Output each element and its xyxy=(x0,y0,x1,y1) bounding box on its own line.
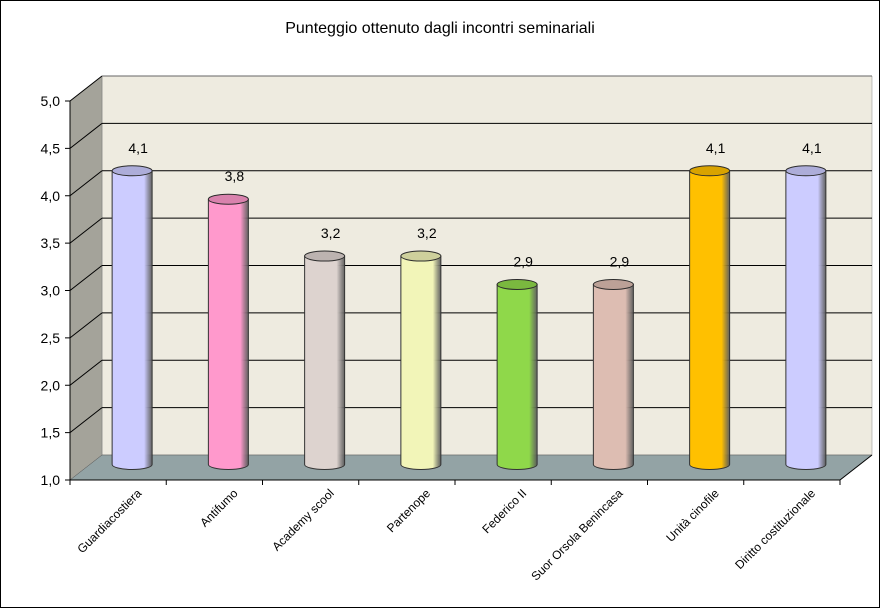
value-label: 2,9 xyxy=(610,253,630,269)
floor xyxy=(69,454,873,481)
bar-unità-cinofile: 4,1 xyxy=(689,140,731,470)
bar-federico-ii: 2,9 xyxy=(496,253,538,470)
value-label: 3,2 xyxy=(321,225,341,241)
x-category-label: Diritto costituzionale xyxy=(732,486,818,572)
bar-antifumo: 3,8 xyxy=(207,168,249,470)
x-category-label: Academy scool xyxy=(269,486,336,553)
chart-title: Punteggio ottenuto dagli incontri semina… xyxy=(285,20,595,37)
x-category-label: Antifumo xyxy=(197,486,241,530)
y-tick-label: 4,5 xyxy=(41,140,61,156)
y-tick-label: 1,0 xyxy=(41,472,61,488)
x-category-label: Guardiacostiera xyxy=(75,486,145,556)
value-label: 4,1 xyxy=(802,140,822,156)
bar-diritto-costituzionale: 4,1 xyxy=(785,140,827,470)
y-tick-label: 2,5 xyxy=(41,330,61,346)
y-tick-label: 2,0 xyxy=(41,377,61,393)
value-label: 2,9 xyxy=(513,253,533,269)
value-label: 4,1 xyxy=(128,140,148,156)
value-label: 3,8 xyxy=(225,168,245,184)
bar-suor-orsola-benincasa: 2,9 xyxy=(592,253,634,470)
bars: 4,1 3,8 3,2 3,2 2,9 2,9 4,1 4,1 xyxy=(111,140,827,470)
value-label: 4,1 xyxy=(706,140,726,156)
x-category-label: Unità cinofile xyxy=(663,486,722,545)
x-category-label: Suor Orsola Benincasa xyxy=(528,486,625,583)
y-tick-label: 3,0 xyxy=(41,283,61,299)
bar-guardiacostiera: 4,1 xyxy=(111,140,153,470)
value-label: 3,2 xyxy=(417,225,437,241)
chart-walls xyxy=(69,75,873,481)
y-axis: 1,0 1,5 2,0 2,5 3,0 3,5 4,0 4,5 5,0 xyxy=(41,93,71,488)
bar-partenope: 3,2 xyxy=(400,225,442,470)
y-tick-label: 4,0 xyxy=(41,188,61,204)
bar-academy-scool: 3,2 xyxy=(304,225,346,470)
y-tick-label: 5,0 xyxy=(41,93,61,109)
x-category-label: Federico II xyxy=(479,486,529,536)
y-tick-label: 3,5 xyxy=(41,235,61,251)
y-tick-label: 1,5 xyxy=(41,425,61,441)
x-category-label: Partenope xyxy=(384,486,433,535)
